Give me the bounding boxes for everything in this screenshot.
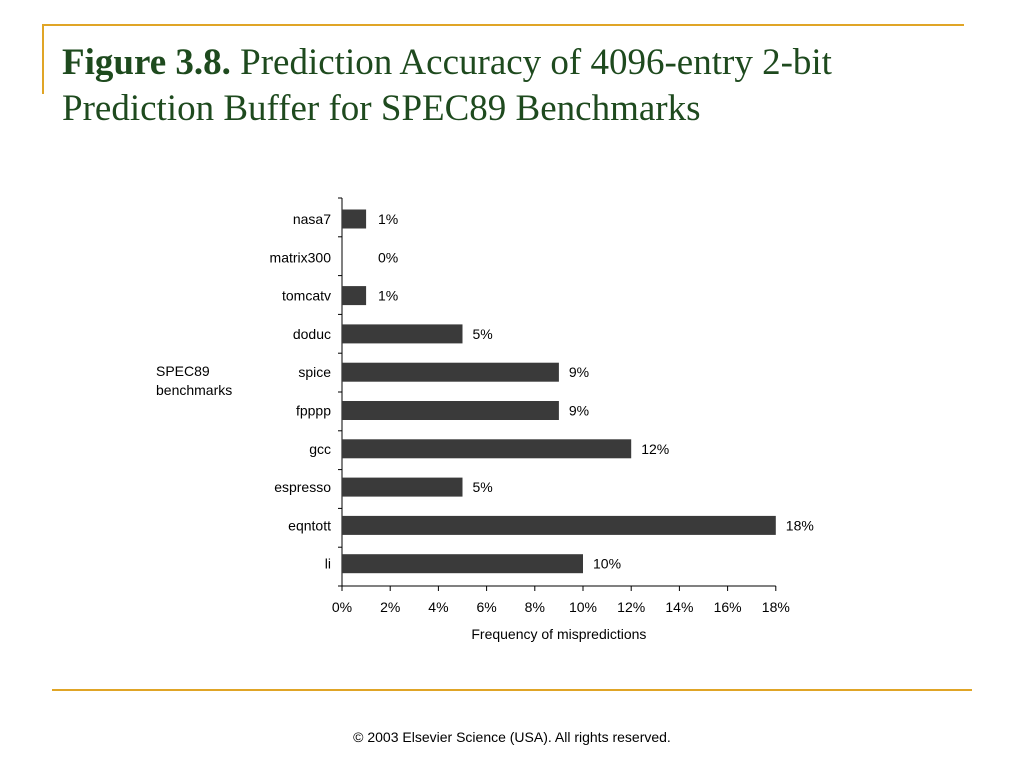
value-label-gcc: 12% bbox=[641, 441, 669, 457]
bar-eqntott bbox=[342, 515, 776, 535]
value-label-tomcatv: 1% bbox=[378, 288, 398, 304]
left-accent-rule bbox=[42, 24, 44, 94]
value-label-spice: 9% bbox=[569, 364, 589, 380]
figure-title-text: Prediction Accuracy of 4096-entry 2-bit … bbox=[62, 42, 832, 129]
x-tick-label: 6% bbox=[476, 599, 496, 615]
category-label-espresso: espresso bbox=[274, 479, 331, 495]
bar-nasa7 bbox=[342, 209, 367, 229]
category-label-fpppp: fpppp bbox=[296, 403, 331, 419]
x-tick-label: 10% bbox=[569, 599, 597, 615]
value-label-eqntott: 18% bbox=[786, 517, 814, 533]
x-tick-label: 12% bbox=[617, 599, 645, 615]
value-label-nasa7: 1% bbox=[378, 211, 398, 227]
x-tick-label: 16% bbox=[714, 599, 742, 615]
category-label-matrix300: matrix300 bbox=[270, 249, 332, 265]
chart-labels: 0% 2% 4% 6% 8% 10% 12% 14% 16% 18% Frequency of mi… bbox=[156, 211, 814, 642]
value-label-fpppp: 9% bbox=[569, 403, 589, 419]
top-accent-rule bbox=[44, 24, 964, 26]
value-label-matrix300: 0% bbox=[378, 249, 398, 265]
bar-espresso bbox=[342, 477, 463, 497]
value-label-doduc: 5% bbox=[473, 326, 493, 342]
x-tick-label: 0% bbox=[332, 599, 352, 615]
x-tick-label: 18% bbox=[762, 599, 790, 615]
category-label-eqntott: eqntott bbox=[288, 517, 331, 533]
chart-bars bbox=[342, 209, 776, 574]
bar-fpppp bbox=[342, 401, 559, 420]
bar-gcc bbox=[342, 439, 632, 459]
category-label-li: li bbox=[325, 556, 331, 572]
category-label-tomcatv: tomcatv bbox=[282, 288, 331, 304]
bar-doduc bbox=[342, 324, 463, 344]
bottom-accent-rule bbox=[52, 689, 972, 691]
category-label-gcc: gcc bbox=[309, 441, 331, 457]
value-label-li: 10% bbox=[593, 556, 621, 572]
bar-tomcatv bbox=[342, 286, 367, 306]
bar-li bbox=[342, 554, 583, 574]
x-tick-label: 4% bbox=[428, 599, 448, 615]
x-axis-title: Frequency of mispredictions bbox=[471, 626, 646, 642]
y-axis-title: SPEC89 benchmarks bbox=[156, 363, 232, 398]
slide-title: Figure 3.8. Prediction Accuracy of 4096-… bbox=[62, 40, 962, 132]
value-label-espresso: 5% bbox=[473, 479, 493, 495]
category-label-nasa7: nasa7 bbox=[293, 211, 331, 227]
x-tick-label: 2% bbox=[380, 599, 400, 615]
copyright-footer: © 2003 Elsevier Science (USA). All right… bbox=[353, 729, 671, 745]
x-tick-label: 14% bbox=[665, 599, 693, 615]
figure-label: Figure 3.8. bbox=[62, 42, 231, 83]
x-tick-label: 8% bbox=[525, 599, 545, 615]
category-label-spice: spice bbox=[298, 364, 331, 380]
bar-spice bbox=[342, 362, 559, 382]
category-label-doduc: doduc bbox=[293, 326, 331, 342]
